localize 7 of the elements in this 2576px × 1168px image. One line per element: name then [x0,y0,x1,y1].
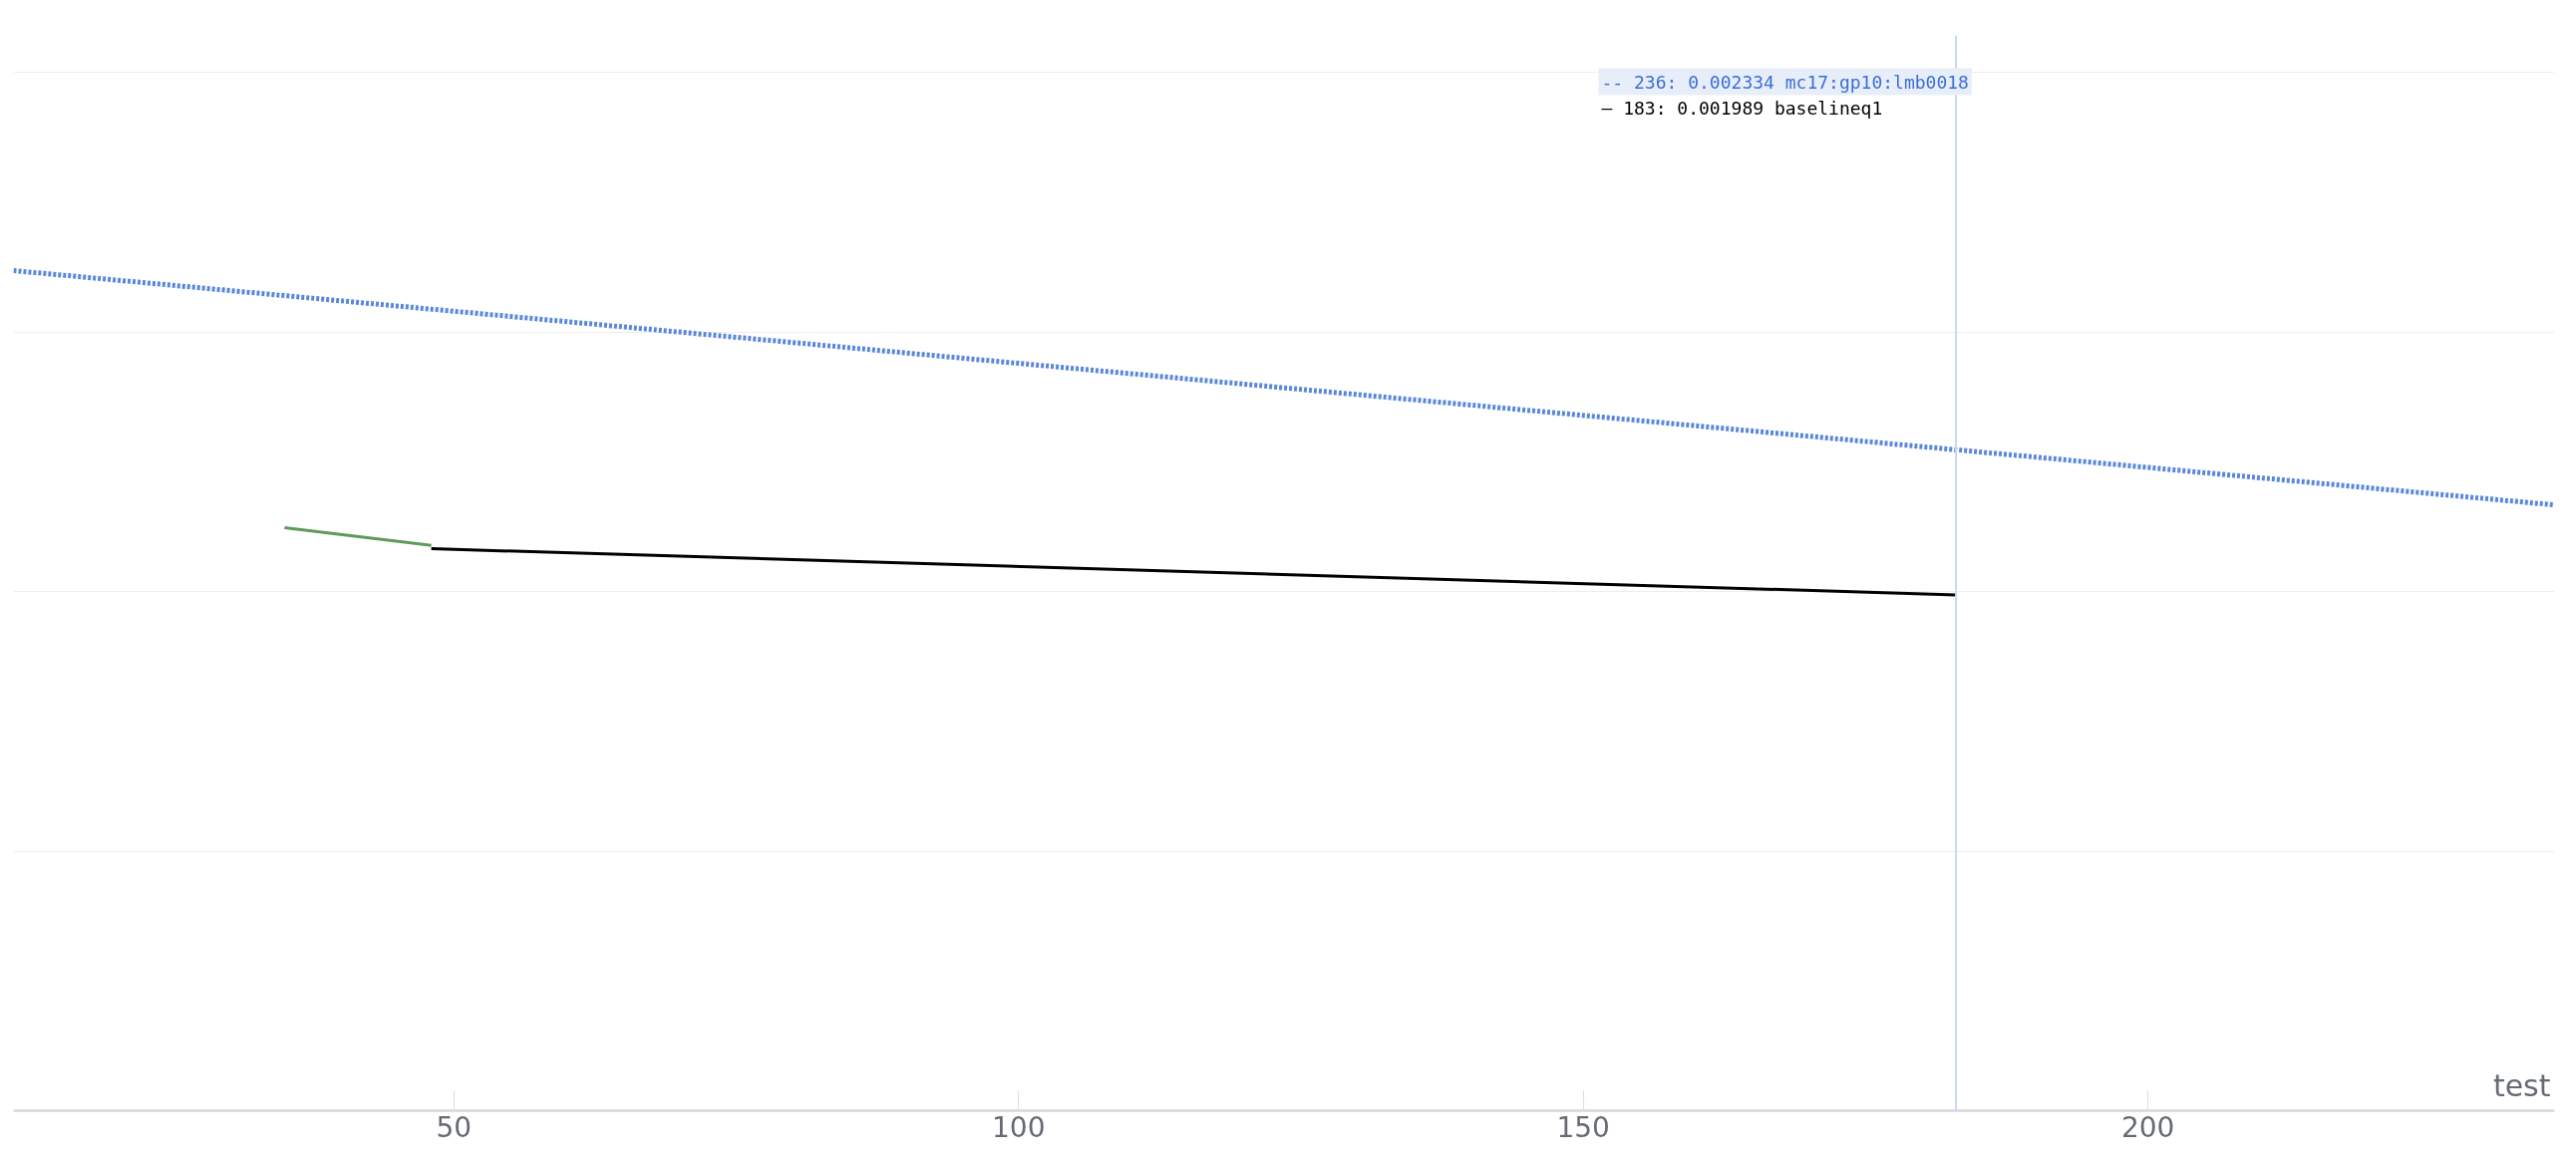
x-axis-title: test [2492,1067,2551,1103]
x-tick-label: 100 [992,1110,1046,1144]
text: -- 236: 0.002334 mc17:gp10:lmb0018 [1601,71,1969,93]
text: — 183: 0.001989 baselineq1 [1601,97,1883,119]
x-tick-label: 200 [2120,1110,2175,1144]
x-tick-label: 50 [436,1110,473,1144]
x-tick-label: 150 [1556,1110,1610,1144]
